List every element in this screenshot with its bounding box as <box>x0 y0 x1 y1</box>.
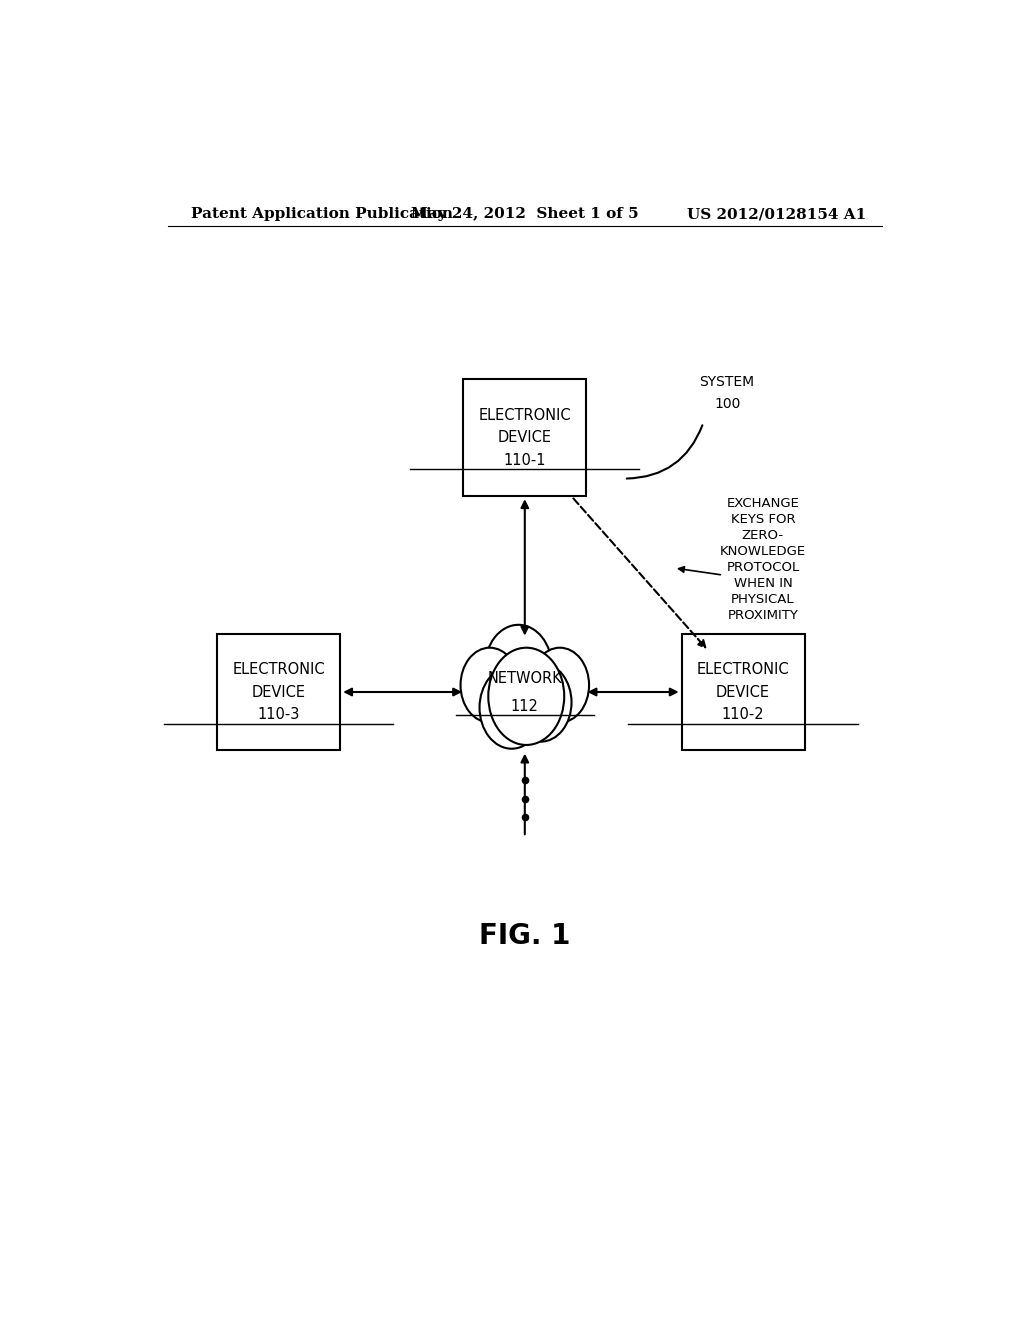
Text: DEVICE: DEVICE <box>716 685 770 700</box>
Text: ELECTRONIC: ELECTRONIC <box>696 663 790 677</box>
Circle shape <box>485 624 552 711</box>
Text: 100: 100 <box>714 397 740 412</box>
Circle shape <box>479 667 544 748</box>
Text: DEVICE: DEVICE <box>498 430 552 445</box>
Text: US 2012/0128154 A1: US 2012/0128154 A1 <box>687 207 866 222</box>
Circle shape <box>488 648 564 744</box>
Text: ELECTRONIC: ELECTRONIC <box>232 663 325 677</box>
Text: 110-2: 110-2 <box>722 708 764 722</box>
Text: May 24, 2012  Sheet 1 of 5: May 24, 2012 Sheet 1 of 5 <box>411 207 639 222</box>
Text: 112: 112 <box>511 698 539 714</box>
Text: Patent Application Publication: Patent Application Publication <box>191 207 454 222</box>
Circle shape <box>510 663 571 742</box>
Text: NETWORK: NETWORK <box>487 672 562 686</box>
Text: ELECTRONIC: ELECTRONIC <box>478 408 571 422</box>
Circle shape <box>461 648 519 722</box>
Text: FIG. 1: FIG. 1 <box>479 921 570 950</box>
Text: DEVICE: DEVICE <box>252 685 306 700</box>
Text: 110-1: 110-1 <box>504 453 546 467</box>
FancyBboxPatch shape <box>463 379 587 496</box>
Circle shape <box>530 648 589 722</box>
FancyBboxPatch shape <box>217 634 340 751</box>
Text: 110-3: 110-3 <box>258 708 300 722</box>
FancyBboxPatch shape <box>682 634 805 751</box>
Text: EXCHANGE
KEYS FOR
ZERO-
KNOWLEDGE
PROTOCOL
WHEN IN
PHYSICAL
PROXIMITY: EXCHANGE KEYS FOR ZERO- KNOWLEDGE PROTOC… <box>720 498 806 622</box>
Text: SYSTEM: SYSTEM <box>699 375 755 389</box>
